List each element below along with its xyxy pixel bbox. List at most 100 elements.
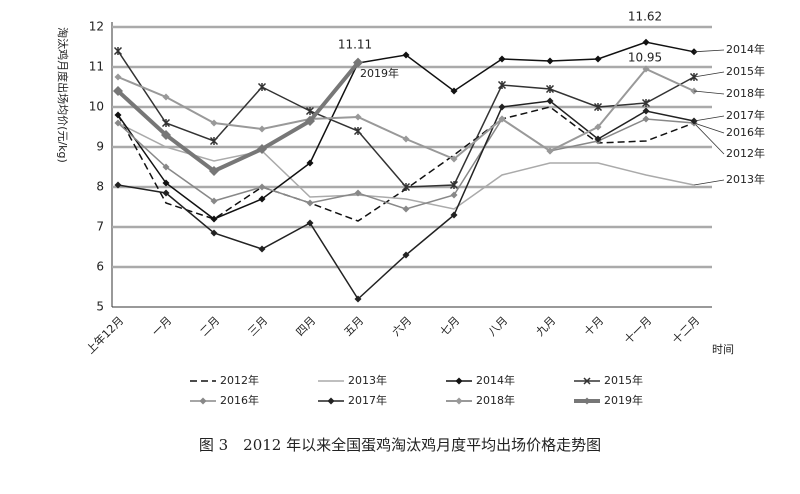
- series-label: 2018年: [726, 86, 765, 100]
- chart-title: 图 3 2012 年以来全国蛋鸡淘汰鸡月度平均出场价格走势图: [199, 436, 601, 454]
- legend-label: 2013年: [348, 373, 387, 387]
- marker: [450, 211, 458, 219]
- x-tick-label: 八月: [485, 314, 510, 339]
- series-line: [117, 41, 695, 220]
- marker: [161, 130, 171, 140]
- marker: [354, 113, 362, 121]
- legend-marker: [327, 397, 335, 405]
- marker: [402, 135, 410, 143]
- marker: [114, 73, 122, 81]
- marker: [161, 118, 171, 128]
- marker: [210, 197, 218, 205]
- marker: [402, 51, 410, 59]
- x-tick-label: 十一月: [621, 313, 654, 346]
- series-line: [117, 50, 695, 188]
- series-label: 2017年: [726, 108, 765, 122]
- leader-line: [693, 122, 725, 155]
- legend-marker: [199, 397, 207, 405]
- marker: [258, 183, 266, 191]
- leader-line: [693, 90, 725, 95]
- legend-label: 2019年: [604, 393, 643, 407]
- marker: [306, 199, 314, 207]
- y-tick-label: 11: [89, 60, 104, 74]
- marker: [210, 215, 218, 223]
- y-axis-label: 淘汰鸡月度出场均价(元/kg): [56, 27, 70, 163]
- leader-line: [693, 179, 725, 186]
- annotation: 11.62: [628, 10, 662, 24]
- marker: [305, 106, 315, 116]
- y-tick-label: 10: [89, 100, 104, 114]
- annotation: 11.11: [338, 38, 372, 52]
- y-tick-label: 7: [96, 220, 104, 234]
- marker: [113, 46, 123, 56]
- leader-line: [693, 49, 725, 53]
- marker: [162, 179, 170, 187]
- marker: [594, 135, 602, 143]
- x-tick-label: 上年12月: [83, 313, 126, 356]
- x-tick-label: 七月: [437, 314, 462, 339]
- marker: [594, 55, 602, 63]
- series-line: [116, 61, 360, 174]
- series-label: 2016年: [726, 125, 765, 139]
- marker: [498, 55, 506, 63]
- legend-marker: [583, 377, 591, 385]
- marker: [210, 119, 218, 127]
- marker: [354, 189, 362, 197]
- marker: [353, 126, 363, 136]
- x-tick-label: 四月: [293, 314, 318, 339]
- x-tick-label: 一月: [149, 314, 174, 339]
- marker: [402, 251, 410, 259]
- y-tick-label: 8: [96, 180, 104, 194]
- marker: [450, 155, 458, 163]
- y-tick-label: 6: [96, 260, 104, 274]
- x-tick-label: 二月: [197, 314, 222, 339]
- legend-label: 2015年: [604, 373, 643, 387]
- marker: [258, 245, 266, 253]
- marker: [641, 98, 651, 108]
- marker: [114, 181, 122, 189]
- y-tick-label: 5: [96, 300, 104, 314]
- marker: [593, 102, 603, 112]
- marker: [546, 97, 554, 105]
- leader-line: [693, 122, 725, 134]
- marker: [113, 86, 123, 96]
- marker: [545, 84, 555, 94]
- annotation: 10.95: [628, 51, 662, 65]
- marker: [402, 205, 410, 213]
- x-tick-label: 十二月: [669, 313, 702, 346]
- x-axis-label: 时间: [712, 343, 734, 356]
- series-line: [117, 67, 695, 161]
- marker: [642, 65, 650, 73]
- marker: [114, 111, 122, 119]
- marker: [450, 87, 458, 95]
- marker: [210, 229, 218, 237]
- x-tick-label: 六月: [389, 314, 414, 339]
- marker: [401, 182, 411, 192]
- marker: [162, 189, 170, 197]
- marker: [642, 107, 650, 115]
- legend-marker: [583, 397, 591, 405]
- y-tick-label: 12: [89, 20, 104, 34]
- marker: [449, 180, 459, 190]
- marker: [594, 123, 602, 131]
- leader-line: [693, 115, 725, 122]
- marker: [498, 103, 506, 111]
- marker: [306, 159, 314, 167]
- series-label: 2014年: [726, 42, 765, 56]
- series-line: [117, 100, 695, 301]
- marker: [209, 136, 219, 146]
- legend-label: 2018年: [476, 393, 515, 407]
- marker: [354, 295, 362, 303]
- marker: [546, 57, 554, 65]
- marker: [209, 166, 219, 176]
- series-label: 2015年: [726, 64, 765, 78]
- marker: [257, 82, 267, 92]
- marker: [642, 115, 650, 123]
- x-tick-label: 十月: [581, 313, 606, 338]
- y-tick-label: 9: [96, 140, 104, 154]
- series-label: 2013年: [726, 172, 765, 186]
- x-tick-label: 五月: [341, 314, 366, 339]
- legend-marker: [455, 397, 463, 405]
- x-tick-label: 三月: [245, 314, 270, 339]
